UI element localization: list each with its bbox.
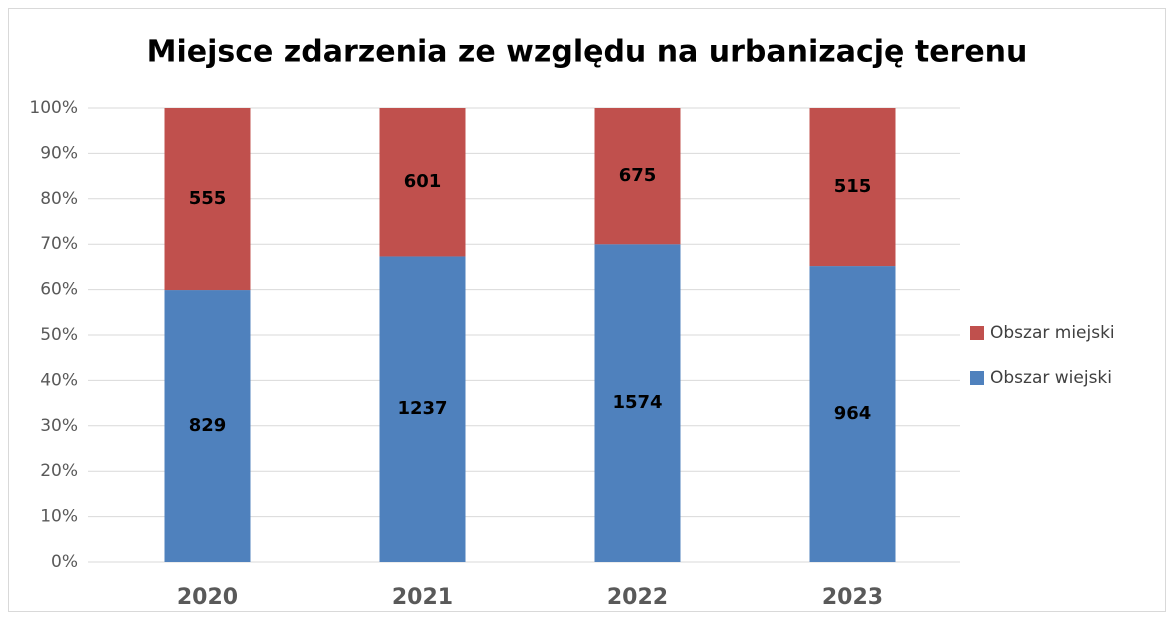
y-tick-label: 80% bbox=[40, 189, 78, 209]
data-label: 964 bbox=[834, 403, 872, 424]
y-tick-label: 0% bbox=[51, 552, 78, 572]
bar-segment bbox=[809, 266, 896, 562]
y-tick-label: 10% bbox=[40, 507, 78, 527]
data-label: 1574 bbox=[612, 392, 662, 413]
y-tick-label: 30% bbox=[40, 416, 78, 436]
bar-segment bbox=[809, 108, 896, 267]
chart-title: Miejsce zdarzenia ze względu na urbaniza… bbox=[147, 35, 1028, 70]
data-label: 675 bbox=[619, 165, 657, 186]
x-tick-label: 2023 bbox=[822, 585, 883, 610]
legend-swatch bbox=[970, 326, 984, 340]
data-label: 555 bbox=[189, 188, 227, 209]
data-label: 829 bbox=[189, 415, 227, 436]
legend-label: Obszar wiejski bbox=[990, 368, 1112, 388]
data-label: 515 bbox=[834, 176, 872, 197]
y-tick-label: 90% bbox=[40, 143, 78, 163]
x-tick-label: 2021 bbox=[392, 585, 453, 610]
bar-segment bbox=[379, 108, 466, 257]
bar-segment bbox=[594, 108, 681, 245]
bar-segment bbox=[379, 256, 466, 562]
x-tick-label: 2020 bbox=[177, 585, 238, 610]
bar-segment bbox=[594, 244, 681, 562]
y-tick-label: 60% bbox=[40, 280, 78, 300]
legend-swatch bbox=[970, 371, 984, 385]
y-tick-label: 20% bbox=[40, 461, 78, 481]
bar-segment bbox=[164, 290, 251, 562]
y-tick-label: 70% bbox=[40, 234, 78, 254]
bar-segment bbox=[164, 108, 251, 291]
x-tick-label: 2022 bbox=[607, 585, 668, 610]
data-label: 1237 bbox=[397, 398, 447, 419]
y-tick-label: 40% bbox=[40, 370, 78, 390]
data-label: 601 bbox=[404, 171, 442, 192]
y-tick-label: 50% bbox=[40, 325, 78, 345]
y-tick-label: 100% bbox=[29, 98, 78, 118]
legend-label: Obszar miejski bbox=[990, 323, 1115, 343]
